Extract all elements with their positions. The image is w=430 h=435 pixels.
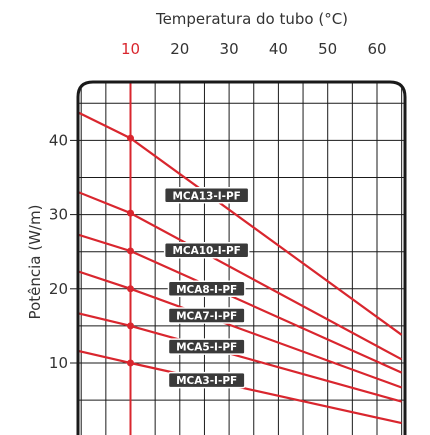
series-marker	[127, 359, 134, 367]
series-tag: MCA8-I-PF	[167, 280, 246, 298]
x-tick-label: 20	[170, 40, 189, 58]
y-tick-label: 40	[49, 131, 68, 149]
series-tag: MCA13-I-PF	[163, 187, 250, 204]
series-tag: MCA7-I-PF	[167, 307, 246, 324]
series-marker	[127, 285, 134, 293]
series-marker	[127, 247, 134, 255]
y-axis-title: Potência (W/m)	[26, 205, 44, 320]
y-axis-ticks: 10 20 30 40	[49, 131, 78, 372]
series-tag-background	[167, 307, 246, 324]
x-axis-ticks: 10 20 30 40 50 60	[121, 40, 387, 58]
series-tag-label: MCA13-I-PF	[172, 190, 240, 202]
series-tag-label: MCA7-I-PF	[176, 311, 237, 323]
x-tick-label: 30	[220, 40, 239, 58]
series-tag-label: MCA3-I-PF	[176, 375, 237, 387]
plot-frame	[76, 80, 407, 435]
x-tick-label: 40	[269, 40, 288, 58]
series-tag: MCA3-I-PF	[167, 371, 246, 389]
series-tag: MCA5-I-PF	[167, 338, 246, 355]
series-tag-background	[163, 187, 250, 204]
series-markers	[127, 134, 134, 367]
series-labels: MCA13-I-PF MCA10-I-PF MCA8-I-PF MCA7-I-PF MC…	[163, 187, 250, 389]
series-tag-background	[167, 371, 246, 389]
y-tick-label: 20	[49, 280, 68, 298]
series-tag-background	[163, 241, 250, 259]
y-tick-label: 10	[49, 354, 68, 372]
series-tag-label: MCA10-I-PF	[172, 245, 240, 257]
series-tag-background	[167, 280, 246, 298]
x-tick-label: 10	[121, 40, 140, 58]
series-tag-background	[167, 338, 246, 355]
series-marker	[127, 134, 134, 142]
series-tag-label: MCA8-I-PF	[176, 284, 237, 296]
series-tag-label: MCA5-I-PF	[176, 342, 237, 354]
series-marker	[127, 209, 134, 217]
x-tick-label: 60	[367, 40, 386, 58]
series-marker	[127, 322, 134, 330]
x-tick-label: 50	[318, 40, 337, 58]
y-tick-label: 30	[49, 206, 68, 224]
x-axis-title: Temperatura do tubo (°C)	[155, 10, 348, 28]
series-tag: MCA10-I-PF	[163, 241, 250, 259]
